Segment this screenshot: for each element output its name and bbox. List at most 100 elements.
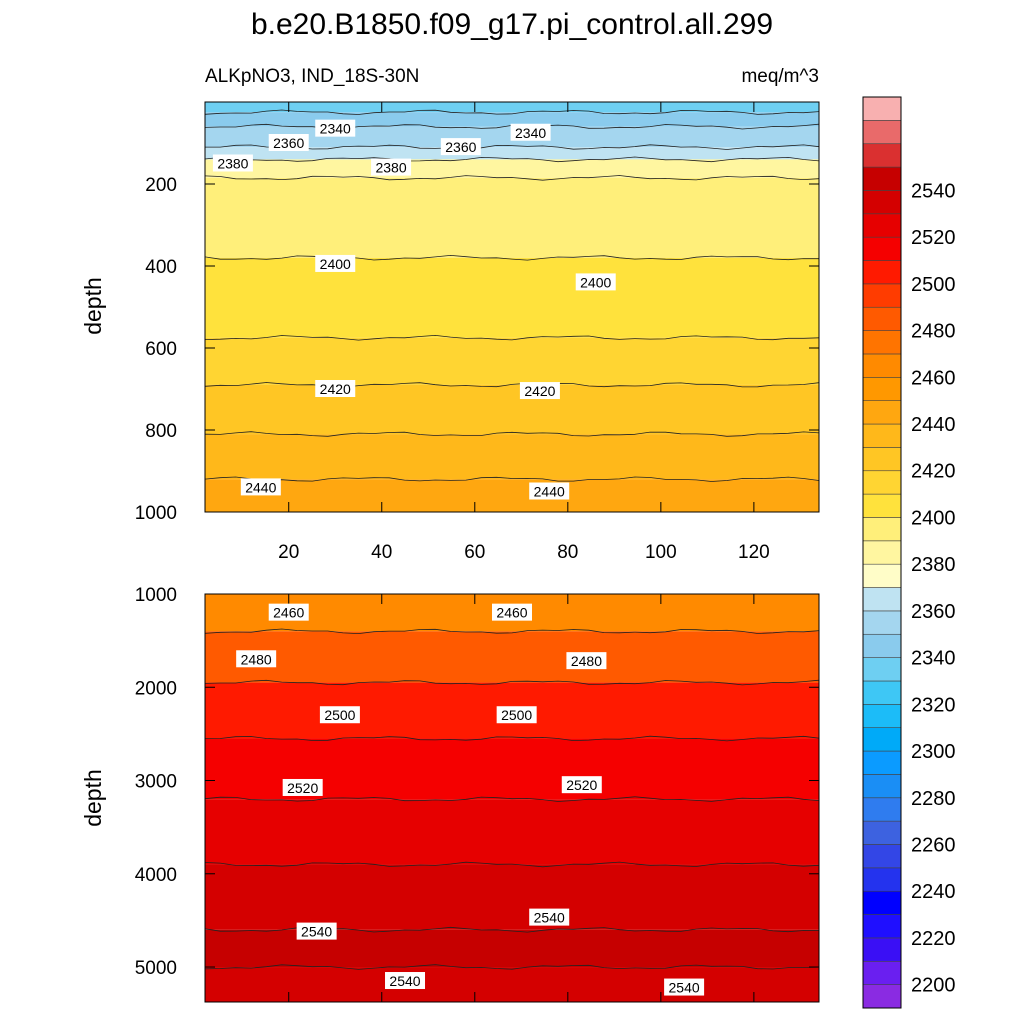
contour-label-box xyxy=(492,603,532,621)
contour-label-text: 2340 xyxy=(515,125,546,141)
colorbar-tick-label: 2300 xyxy=(911,741,956,763)
colorbar-tick-label: 2480 xyxy=(911,321,956,343)
upper-y-tick-label: 600 xyxy=(145,339,177,360)
upper-contour-label: 2380 xyxy=(212,154,253,172)
contour-label-text: 2400 xyxy=(580,274,611,290)
contour-label-text: 2380 xyxy=(375,160,406,176)
upper-band-1 xyxy=(205,112,819,127)
contour-label-box xyxy=(268,134,309,151)
colorbar-swatch xyxy=(862,283,902,308)
colorbar-swatch xyxy=(862,960,902,985)
colorbar-swatch xyxy=(862,610,902,635)
upper-x-tick-label: 80 xyxy=(557,542,578,563)
colorbar-tick-label: 2420 xyxy=(911,461,956,483)
upper-y-tick-label: 200 xyxy=(145,175,177,196)
upper-band-9 xyxy=(205,434,819,480)
colorbar-swatch xyxy=(862,774,902,799)
lower-contour-label: 2480 xyxy=(566,652,607,670)
colorbar-tick-label: 2200 xyxy=(911,975,956,997)
contour-label-box xyxy=(212,154,253,172)
contour-label-box xyxy=(268,603,309,621)
chart-title: b.e20.B1850.f09_g17.pi_control.all.299 xyxy=(251,8,773,41)
colorbar-swatch xyxy=(862,260,902,285)
colorbar-tick-label: 2460 xyxy=(911,367,956,389)
lower-band-1 xyxy=(205,631,819,683)
contour-label-box xyxy=(519,382,560,400)
contour-label-text: 2360 xyxy=(273,135,304,151)
upper-x-tick-label: 40 xyxy=(371,542,392,563)
upper-contour-label: 2440 xyxy=(240,478,281,496)
lower-y-tick-label: 1000 xyxy=(135,585,177,606)
contour-label-text: 2420 xyxy=(320,381,351,397)
upper-band-0 xyxy=(205,102,819,113)
contour-label-text: 2440 xyxy=(534,484,565,500)
lower-contour-label: 2500 xyxy=(496,706,537,724)
contour-label-text: 2440 xyxy=(245,479,276,495)
upper-contour-line-7 xyxy=(204,334,820,341)
colorbar-tick-label: 2500 xyxy=(911,274,956,296)
lower-y-axis-label: depth xyxy=(80,769,106,827)
colorbar-swatch xyxy=(862,914,902,939)
upper-contour-label: 2440 xyxy=(529,482,570,500)
colorbar-swatch xyxy=(862,213,902,238)
colorbar-swatch xyxy=(862,844,902,869)
upper-frame xyxy=(204,101,820,513)
colorbar-swatch xyxy=(862,423,902,448)
colorbar-tick-label: 2260 xyxy=(911,834,956,856)
lower-y-tick-label: 2000 xyxy=(135,678,177,699)
contour-label-box xyxy=(236,650,277,668)
upper-x-tick-label: 20 xyxy=(278,542,299,563)
contour-label-box xyxy=(510,123,551,141)
subtitle-left: ALKpNO3, IND_18S-30N xyxy=(205,66,419,87)
colorbar-swatch xyxy=(862,750,902,775)
upper-y-tick-label: 1000 xyxy=(135,503,177,524)
lower-contour-label: 2540 xyxy=(529,908,570,926)
colorbar-swatch xyxy=(862,633,902,658)
colorbar-swatch xyxy=(862,657,902,682)
lower-contour-label: 2540 xyxy=(664,978,705,996)
colorbar-swatch xyxy=(862,447,902,472)
upper-contour-label: 2340 xyxy=(510,123,551,141)
colorbar-swatch xyxy=(862,190,902,215)
contour-label-text: 2460 xyxy=(496,605,527,621)
colorbar-tick-label: 2220 xyxy=(911,928,956,950)
lower-band-5 xyxy=(205,864,819,930)
upper-panel: 200 400 600 800 1000 20 40 60 80 100 120 2340 2340 23… xyxy=(135,101,820,563)
colorbar-swatch xyxy=(862,330,902,355)
lower-contour-label: 2540 xyxy=(296,922,337,940)
colorbar-tick-label: 2240 xyxy=(911,881,956,903)
colorbar-swatch xyxy=(862,704,902,728)
colorbar-tick-label: 2380 xyxy=(911,554,956,576)
colorbar-swatch xyxy=(862,143,902,168)
upper-contour-line-9 xyxy=(204,431,820,437)
upper-x-tick-label: 120 xyxy=(738,542,770,563)
upper-y-tick-label: 400 xyxy=(145,257,177,278)
colorbar-tick-label: 2440 xyxy=(911,414,956,436)
upper-band-6 xyxy=(205,257,819,338)
colorbar-swatch xyxy=(862,890,902,915)
upper-y-tick-label: 800 xyxy=(145,421,177,442)
colorbar-swatch xyxy=(862,493,902,518)
contour-label-box xyxy=(566,652,607,670)
colorbar-swatch xyxy=(862,984,902,1009)
upper-contour-line-4 xyxy=(204,156,820,163)
contour-label-text: 2540 xyxy=(669,980,700,996)
contour-label-box xyxy=(385,972,426,990)
upper-contour-label: 2400 xyxy=(315,254,356,272)
contour-label-box xyxy=(319,706,360,724)
lower-contour-line-4 xyxy=(204,796,820,802)
contour-label-box xyxy=(315,254,356,272)
lower-contour-label: 2540 xyxy=(385,972,426,990)
contour-label-text: 2380 xyxy=(217,156,248,172)
colorbar-swatch xyxy=(862,236,902,261)
colorbar-swatch xyxy=(862,587,902,612)
contour-label-box xyxy=(496,706,537,724)
contour-label-text: 2520 xyxy=(287,780,318,796)
colorbar-tick-label: 2320 xyxy=(911,694,956,716)
upper-band-8 xyxy=(205,384,819,435)
colorbar-swatch xyxy=(862,563,902,588)
lower-band-7 xyxy=(205,967,819,1002)
upper-x-tick-label: 100 xyxy=(645,542,677,563)
colorbar-swatch xyxy=(862,727,902,752)
colorbar-tick-label: 2520 xyxy=(911,227,956,249)
